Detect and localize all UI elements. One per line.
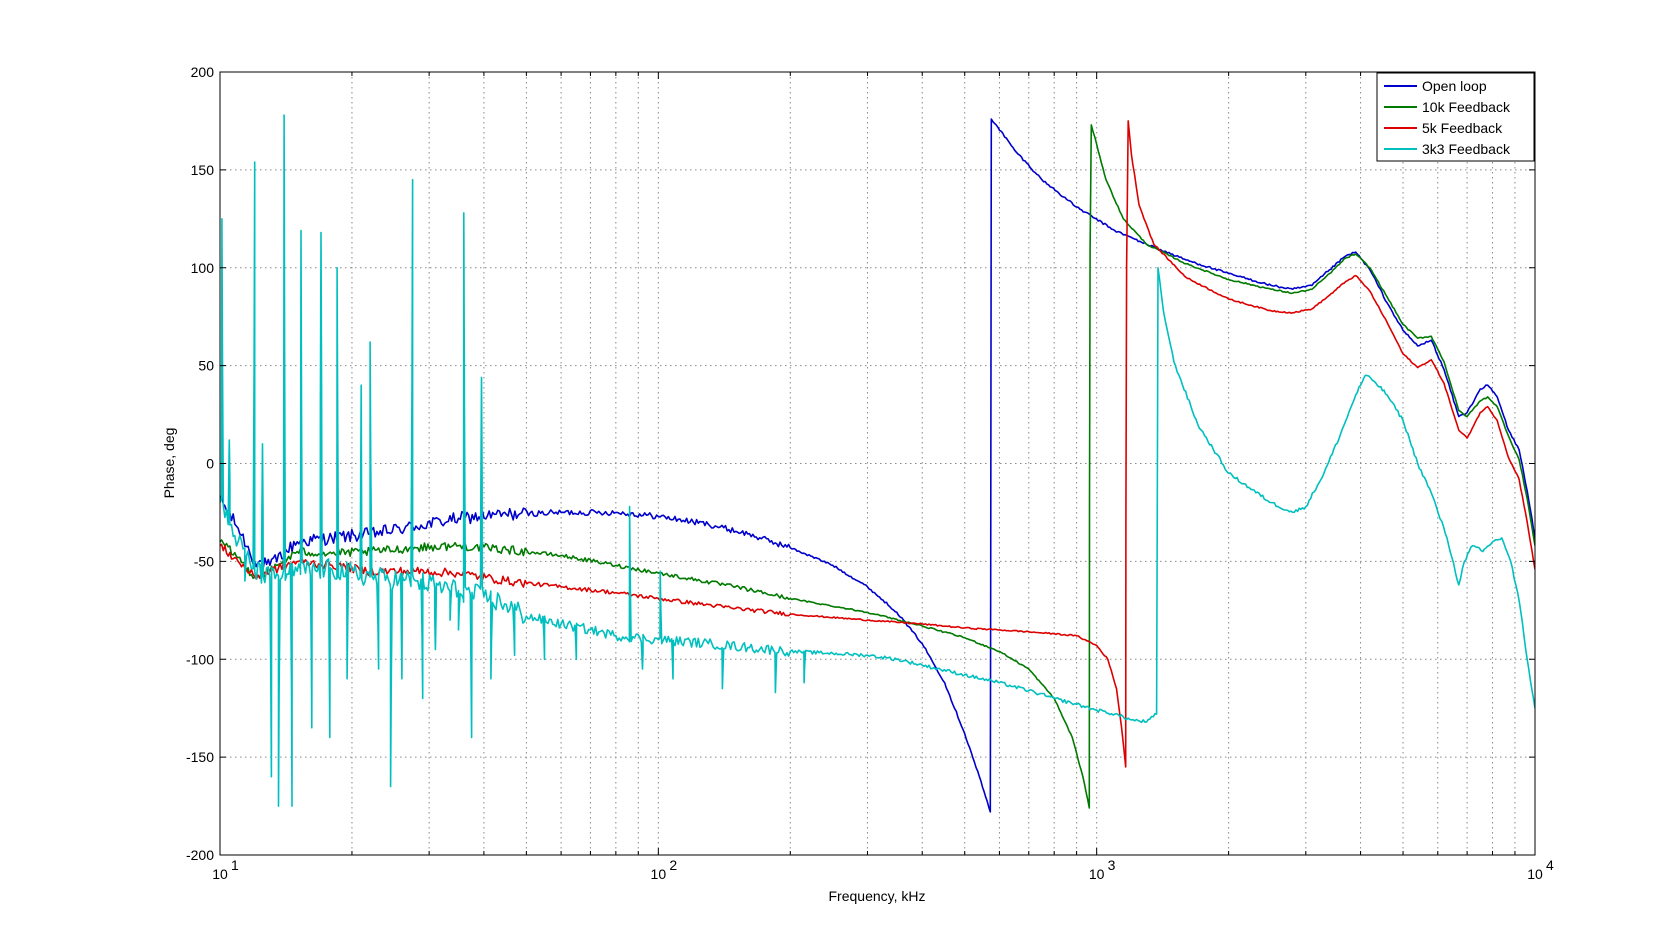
x-tick-exponent: 4 bbox=[1546, 857, 1554, 873]
series-line-5k-feedback bbox=[220, 120, 1535, 768]
plot-area bbox=[220, 72, 1535, 855]
x-axis-label: Frequency, kHz bbox=[829, 888, 926, 904]
x-tick-label: 10 bbox=[651, 866, 667, 882]
x-tick-exponent: 1 bbox=[231, 857, 239, 873]
x-tick-label: 10 bbox=[1527, 866, 1543, 882]
y-tick-label: 200 bbox=[191, 64, 215, 80]
series-line-3k3-feedback bbox=[220, 114, 1535, 807]
legend-entry: Open loop bbox=[1422, 78, 1487, 94]
y-tick-label: 0 bbox=[206, 456, 214, 472]
x-tick-exponent: 3 bbox=[1108, 857, 1116, 873]
x-tick-label: 10 bbox=[1089, 866, 1105, 882]
legend-box bbox=[1376, 72, 1535, 162]
y-tick-label: -200 bbox=[186, 847, 214, 863]
y-axis-label: Phase, deg bbox=[161, 428, 177, 499]
y-tick-label: 100 bbox=[191, 260, 215, 276]
series-line-10k-feedback bbox=[220, 124, 1535, 809]
y-tick-label: 50 bbox=[198, 358, 214, 374]
y-tick-label: -100 bbox=[186, 651, 214, 667]
legend-entry: 10k Feedback bbox=[1422, 99, 1511, 115]
y-tick-label: -50 bbox=[194, 553, 214, 569]
x-tick-exponent: 2 bbox=[669, 857, 677, 873]
y-tick-label: 150 bbox=[191, 162, 215, 178]
x-tick-label: 10 bbox=[212, 866, 228, 882]
series-line-open-loop bbox=[220, 118, 1535, 813]
grid bbox=[220, 72, 1535, 855]
series-lines bbox=[220, 114, 1535, 813]
legend-entry: 5k Feedback bbox=[1422, 120, 1503, 136]
legend: Open loop 10k Feedback 5k Feedback 3k3 Feed… bbox=[1376, 72, 1535, 162]
legend-entry: 3k3 Feedback bbox=[1422, 141, 1511, 157]
y-tick-label: -150 bbox=[186, 749, 214, 765]
